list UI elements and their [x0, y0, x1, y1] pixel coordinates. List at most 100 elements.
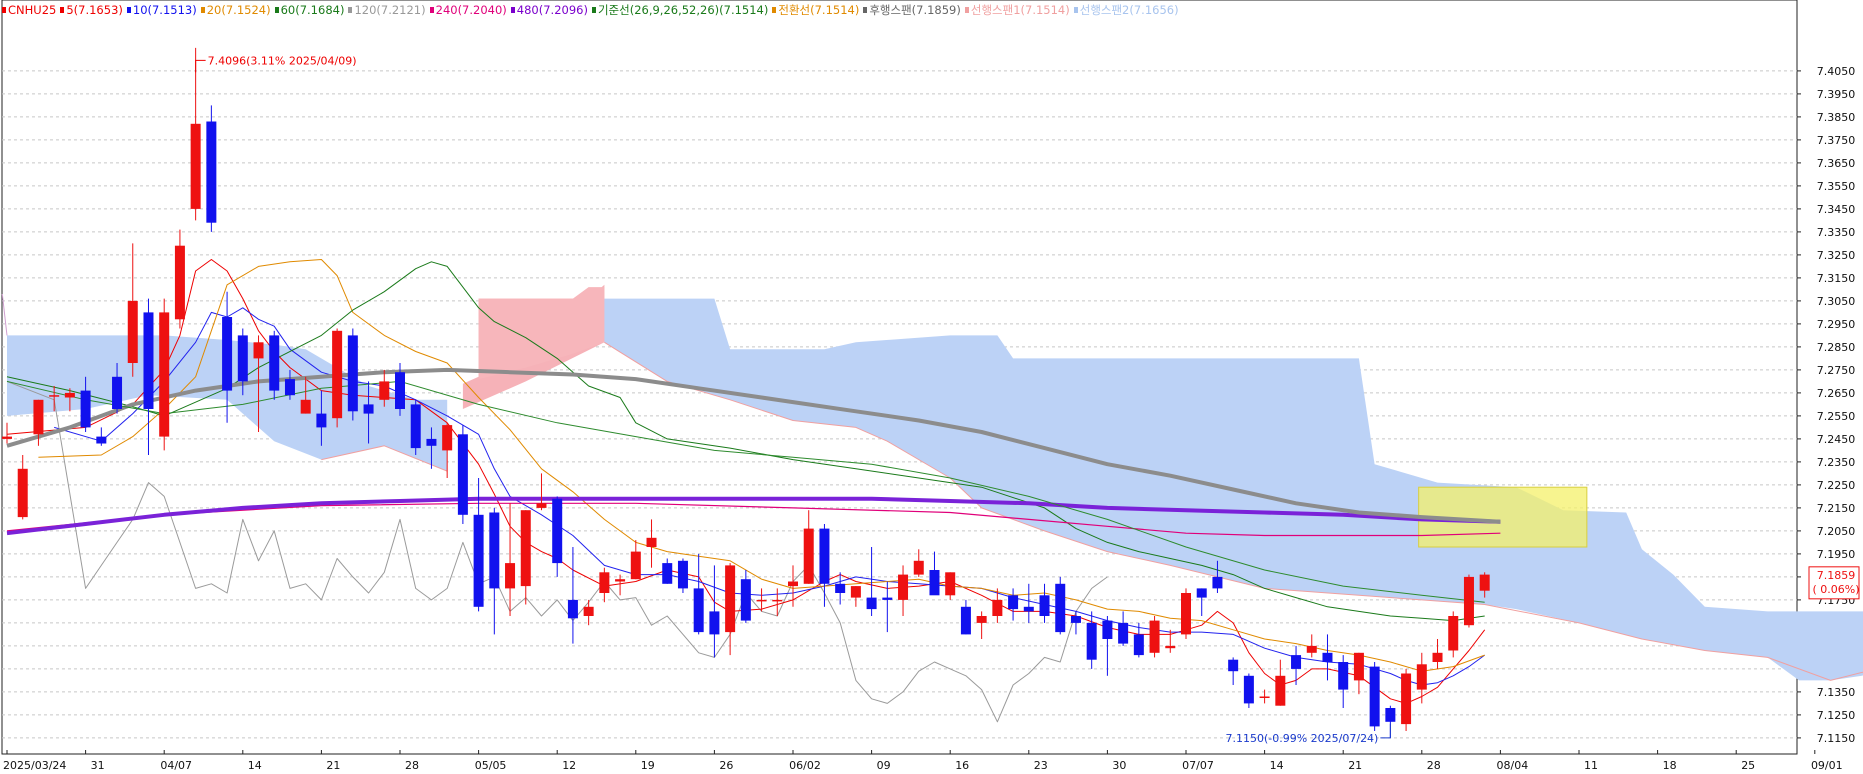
candle-body	[599, 572, 610, 593]
candle-body	[1165, 645, 1176, 649]
y-tick-label: 7.1250	[1817, 709, 1856, 722]
leading-span1-line-left	[321, 445, 448, 472]
legend-label: 선행스팬2(7.1656)	[1079, 3, 1179, 17]
y-tick-label: 7.2250	[1817, 479, 1856, 492]
lagging-edge	[1, 293, 8, 336]
candle-body	[49, 395, 60, 397]
legend-item: 480(7.2096)	[510, 2, 588, 18]
y-tick-label: 7.1950	[1817, 548, 1856, 561]
legend-label: 전환선(7.1514)	[778, 3, 860, 17]
candle-body	[96, 436, 107, 444]
candle-body	[2, 436, 12, 439]
candle-body	[960, 606, 971, 635]
candle-body	[583, 606, 594, 616]
candle-body	[395, 372, 405, 409]
y-tick-label: 7.3850	[1817, 111, 1856, 124]
candle-body	[1228, 659, 1239, 672]
y-tick-label: 7.2350	[1817, 456, 1856, 469]
y-tick-label: 7.1150	[1817, 732, 1856, 745]
candle-body	[898, 574, 909, 600]
candle-body	[190, 123, 201, 209]
candle-body	[112, 376, 123, 409]
y-tick-label: 7.2450	[1817, 433, 1856, 446]
candle-body	[536, 503, 547, 508]
candle-body	[1070, 616, 1081, 623]
legend-label: 240(7.2040)	[435, 3, 507, 17]
candle-body	[740, 579, 751, 621]
x-tick-label: 25	[1741, 759, 1755, 772]
last-price-tag: 7.1859( 0.06%)	[1808, 566, 1860, 600]
candle-body	[882, 597, 893, 600]
candle-body	[1259, 696, 1270, 698]
x-tick-label: 09/01	[1811, 759, 1843, 772]
x-axis: 2025/03/24 31 04/07 14 21 28 05/05 12 19 26 06/02 0…	[3, 750, 1843, 772]
candle-body	[1039, 595, 1050, 616]
legend-swatch	[1073, 7, 1078, 13]
candle-body	[1479, 574, 1490, 591]
y-tick-label: 7.3450	[1817, 203, 1856, 216]
candle-body	[206, 121, 217, 223]
x-tick-label: 26	[719, 759, 733, 772]
candle-body	[835, 583, 846, 593]
legend-item: 후행스팬(7.1859)	[863, 2, 961, 18]
legend-label: 10(7.1513)	[132, 3, 197, 17]
candle-body	[693, 588, 704, 633]
candle-body	[929, 570, 940, 596]
x-tick-label: 09	[877, 759, 891, 772]
legend-label: 480(7.2096)	[516, 3, 588, 17]
annotation-label: 7.4096(3.11% 2025/04/09)	[208, 54, 357, 67]
candle-body	[1243, 675, 1254, 704]
legend: CNHU25 5(7.1653) 10(7.1513) 20(7.1524) 60(7.…	[2, 2, 1183, 18]
candle-body	[520, 510, 531, 587]
x-tick-label: 06/02	[789, 759, 821, 772]
x-tick-label: 14	[1270, 759, 1284, 772]
candle-body	[662, 563, 673, 584]
candle-body	[505, 563, 516, 589]
last-price-change: ( 0.06%)	[1812, 583, 1859, 596]
y-tick-label: 7.3950	[1817, 88, 1856, 101]
leading-span1-line	[604, 341, 1863, 681]
x-tick-label: 21	[326, 759, 340, 772]
candle-body	[1181, 593, 1191, 635]
legend-label: 5(7.1653)	[66, 3, 123, 17]
candle-body	[756, 599, 767, 602]
x-tick-label: 23	[1034, 759, 1048, 772]
legend-item: 20(7.1524)	[200, 2, 271, 18]
candle-body	[237, 335, 248, 382]
candle-body	[725, 565, 736, 633]
candle-body	[1448, 616, 1459, 651]
y-tick-label: 7.2650	[1817, 387, 1856, 400]
candle-body	[615, 579, 626, 582]
x-tick-label: 30	[1112, 759, 1126, 772]
candle-body	[253, 342, 264, 359]
candle-body	[976, 616, 987, 623]
x-tick-label: 04/07	[160, 759, 192, 772]
legend-label: 후행스팬(7.1859)	[869, 3, 961, 17]
candle-body	[1118, 622, 1129, 644]
candle-body	[1338, 662, 1349, 690]
legend-swatch	[126, 7, 131, 13]
legend-item: 선행스팬1(7.1514)	[964, 2, 1070, 18]
candle-body	[473, 514, 484, 607]
candle-body	[772, 599, 783, 602]
legend-item: 5(7.1653)	[60, 2, 123, 18]
legend-label: 60(7.1684)	[280, 3, 345, 17]
y-tick-label: 7.3650	[1817, 157, 1856, 170]
last-price-box	[1808, 566, 1860, 600]
candle-body	[992, 599, 1003, 616]
candle-body	[426, 438, 437, 446]
legend-swatch	[429, 7, 434, 13]
candle-body	[1133, 634, 1144, 656]
annotation: 7.1150(-0.99% 2025/07/24)	[1225, 723, 1391, 745]
candle-body	[567, 599, 578, 619]
candle-body	[1212, 576, 1223, 589]
candle-body	[159, 312, 170, 437]
legend-swatch	[60, 7, 65, 13]
candle-body	[17, 468, 28, 518]
candle-body	[80, 390, 91, 428]
annotation: 7.4096(3.11% 2025/04/09)	[195, 54, 357, 73]
x-tick-label: 28	[1427, 759, 1441, 772]
legend-swatch	[274, 7, 279, 13]
